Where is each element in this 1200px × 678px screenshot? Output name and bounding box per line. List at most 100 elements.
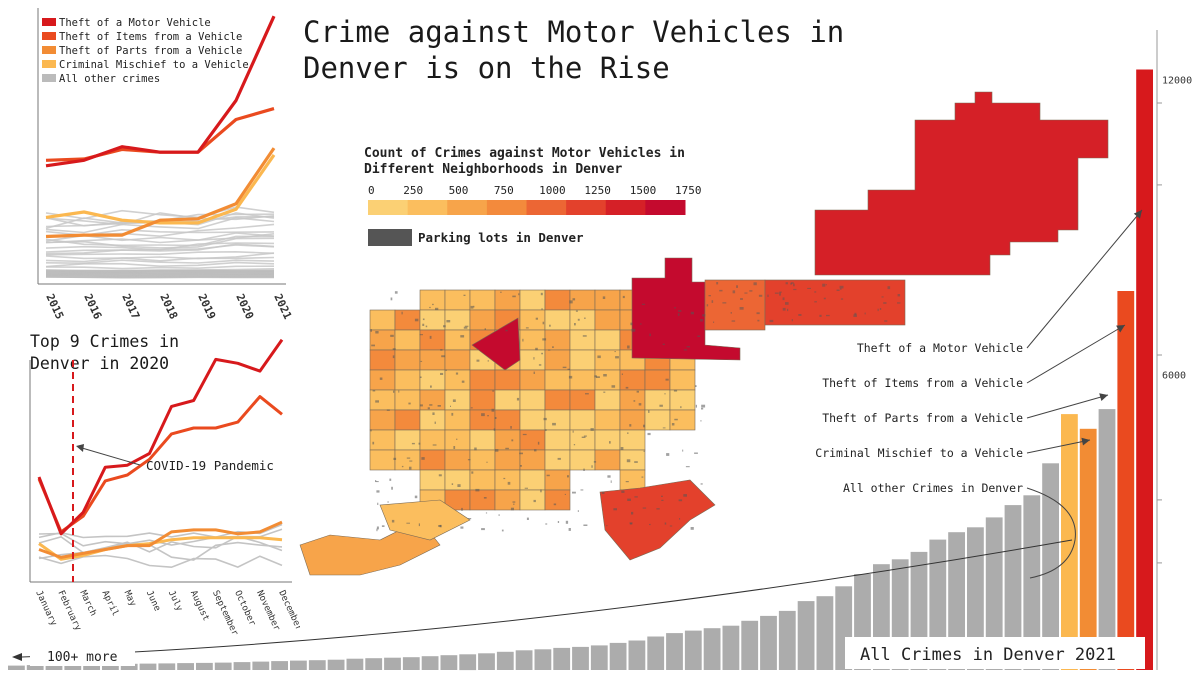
parking-lot <box>798 314 801 316</box>
neighborhood <box>545 390 570 410</box>
parking-lot <box>408 403 410 405</box>
parking-lot <box>736 285 738 288</box>
parking-lot <box>468 518 471 519</box>
parking-lot <box>435 308 438 310</box>
parking-lot <box>492 390 493 392</box>
parking-lot <box>666 453 669 456</box>
neighborhood <box>595 350 620 370</box>
parking-lot <box>640 323 642 324</box>
parking-lot <box>649 334 651 337</box>
parking-lot <box>611 480 612 483</box>
parking-lot <box>678 310 681 312</box>
neighborhood <box>370 450 395 470</box>
parking-lot <box>634 461 638 463</box>
parking-lot <box>545 429 546 431</box>
parking-lot <box>435 422 436 424</box>
scale-swatch <box>447 200 487 215</box>
neighborhood <box>595 290 620 310</box>
parking-lot <box>441 355 445 357</box>
parking-lot <box>697 336 700 338</box>
parking-lot <box>664 393 665 394</box>
parking-lot <box>520 465 522 467</box>
parking-lot <box>824 298 826 300</box>
parking-lot <box>534 500 536 502</box>
neighborhood <box>370 370 395 390</box>
parking-lot <box>473 306 474 308</box>
parking-lot <box>525 488 528 489</box>
parking-lot <box>626 387 629 389</box>
parking-lot <box>732 320 736 321</box>
neighborhood <box>620 450 645 470</box>
x-tick-label: 2015 <box>43 292 66 322</box>
neighborhood <box>420 350 445 370</box>
parking-lot <box>376 481 379 482</box>
neighborhood <box>545 330 570 350</box>
parking-lot <box>783 308 786 311</box>
parking-lot <box>402 466 404 467</box>
scale-swatch <box>408 200 448 215</box>
parking-lot <box>648 410 649 413</box>
parking-lot <box>558 521 559 523</box>
neighborhood <box>570 350 595 370</box>
parking-lot <box>539 364 541 366</box>
legend-label: Theft of a Motor Vehicle <box>59 17 211 29</box>
parking-lot <box>460 527 463 529</box>
neighborhood <box>470 390 495 410</box>
neighborhood <box>495 370 520 390</box>
parking-lot <box>450 406 451 407</box>
parking-lot <box>457 484 460 487</box>
neighborhood <box>595 410 620 430</box>
parking-lot <box>398 390 399 392</box>
legend-swatch <box>42 32 56 40</box>
parking-lot <box>578 319 580 321</box>
parking-lot <box>661 500 663 501</box>
parking-lot <box>865 313 866 315</box>
parking-lot <box>585 393 589 394</box>
parking-lot <box>792 319 793 321</box>
scale-tick-label: 1000 <box>539 184 566 197</box>
parking-lot <box>534 449 537 451</box>
parking-lot <box>488 360 489 361</box>
legend-swatch <box>42 46 56 54</box>
parking-lot <box>779 293 781 296</box>
parking-lot <box>409 461 412 462</box>
parking-lot <box>583 525 587 527</box>
parking-lot <box>523 434 527 435</box>
parking-lot <box>456 373 458 375</box>
parking-lot <box>691 312 694 315</box>
scale-tick-label: 750 <box>494 184 514 197</box>
neighborhood <box>620 470 645 490</box>
parking-lot <box>461 508 463 511</box>
neighborhood <box>370 350 395 370</box>
neighborhood <box>545 310 570 330</box>
neighborhood <box>545 450 570 470</box>
parking-lot <box>607 475 610 477</box>
parking-lot <box>642 304 645 305</box>
parking-lot <box>878 309 879 311</box>
parking-lot <box>584 318 586 319</box>
parking-lot <box>740 307 744 310</box>
parking-lot <box>527 518 529 520</box>
parking-lot <box>494 428 496 430</box>
parking-lot <box>694 453 698 454</box>
parking-lot <box>510 426 512 429</box>
neighborhoods <box>300 92 1108 575</box>
parking-lot <box>663 427 666 428</box>
neighborhood <box>670 370 695 390</box>
scale-swatch <box>606 200 646 215</box>
parking-lot <box>375 400 379 402</box>
parking-lot <box>683 494 687 497</box>
x-tick-label: 2017 <box>119 292 142 322</box>
scale-tick-label: 1500 <box>630 184 657 197</box>
parking-lot <box>578 510 579 512</box>
parking-lot <box>567 475 569 477</box>
parking-lot <box>621 447 624 450</box>
parking-lot <box>621 491 624 493</box>
neighborhood <box>395 370 420 390</box>
neighborhood <box>470 450 495 470</box>
legend-label: All other crimes <box>59 73 160 85</box>
parking-lot <box>630 523 632 524</box>
x-tick-label: October <box>232 589 257 628</box>
parking-lot <box>882 296 884 297</box>
x-tick-label: January <box>33 589 58 628</box>
